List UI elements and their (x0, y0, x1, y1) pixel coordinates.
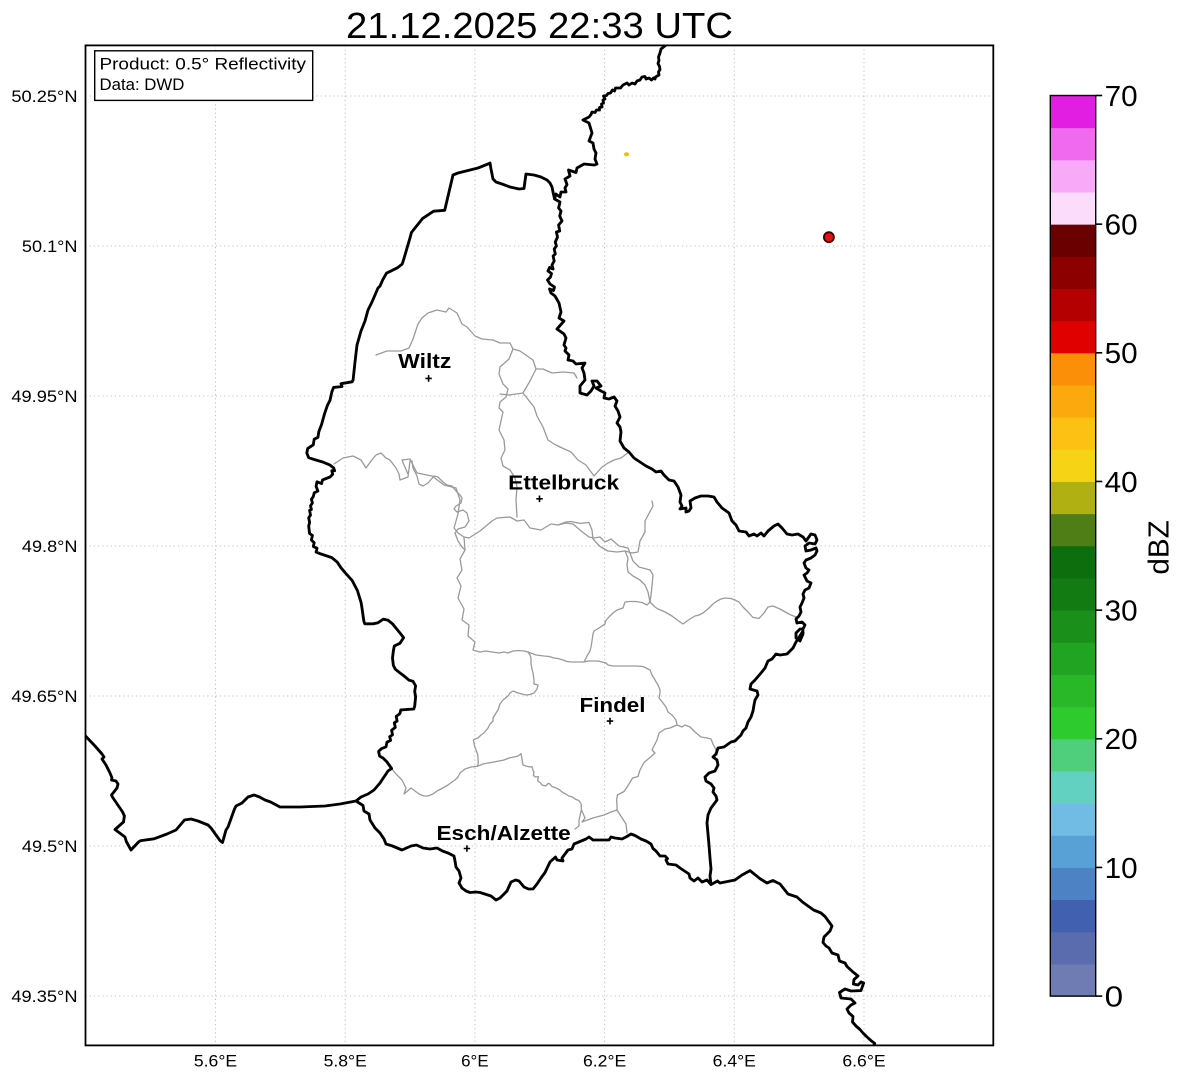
svg-text:5.6°E: 5.6°E (194, 1052, 237, 1071)
svg-text:Product: 0.5° Reflectivity: Product: 0.5° Reflectivity (100, 54, 307, 73)
svg-text:49.8°N: 49.8°N (22, 537, 78, 556)
svg-text:0: 0 (1105, 982, 1124, 1014)
svg-text:10: 10 (1105, 853, 1138, 885)
svg-text:50.25°N: 50.25°N (11, 87, 77, 106)
svg-text:49.5°N: 49.5°N (22, 837, 78, 856)
svg-text:49.95°N: 49.95°N (11, 387, 77, 406)
svg-text:20: 20 (1105, 724, 1138, 756)
svg-text:70: 70 (1105, 81, 1138, 113)
svg-text:49.65°N: 49.65°N (11, 687, 77, 706)
svg-text:Ettelbruck: Ettelbruck (508, 471, 620, 494)
svg-text:Data: DWD: Data: DWD (100, 75, 185, 94)
svg-text:40: 40 (1105, 467, 1138, 499)
svg-text:6°E: 6°E (461, 1052, 489, 1071)
svg-text:5.8°E: 5.8°E (324, 1052, 367, 1071)
svg-text:21.12.2025 22:33 UTC: 21.12.2025 22:33 UTC (346, 5, 733, 46)
svg-text:50: 50 (1105, 338, 1138, 370)
svg-text:30: 30 (1105, 596, 1138, 628)
svg-text:dBZ: dBZ (1143, 520, 1175, 574)
svg-text:Wiltz: Wiltz (398, 350, 451, 373)
svg-text:50.1°N: 50.1°N (22, 237, 78, 256)
svg-text:6.4°E: 6.4°E (713, 1052, 756, 1071)
svg-text:Esch/Alzette: Esch/Alzette (437, 822, 571, 845)
svg-text:49.35°N: 49.35°N (11, 987, 77, 1006)
svg-text:6.2°E: 6.2°E (583, 1052, 626, 1071)
svg-text:60: 60 (1105, 210, 1138, 242)
svg-text:6.6°E: 6.6°E (842, 1052, 885, 1071)
svg-text:Findel: Findel (580, 694, 646, 717)
